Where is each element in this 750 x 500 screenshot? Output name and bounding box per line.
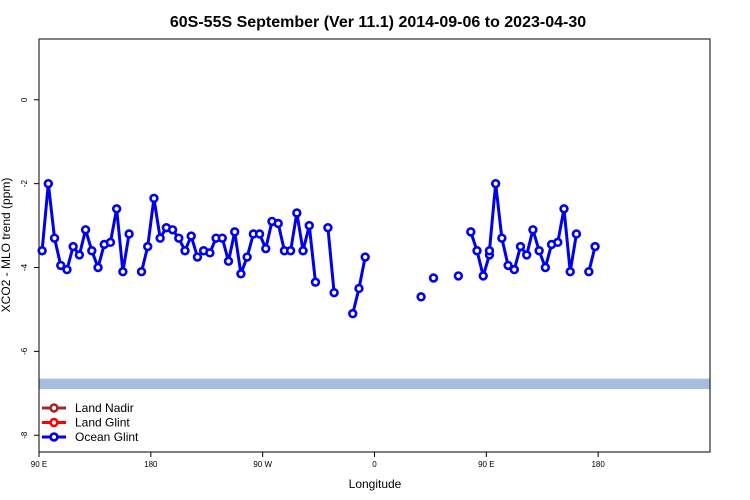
data-point [354,283,364,294]
x-tick-label: 180 [591,460,605,469]
plot-frame [38,38,711,453]
data-point [478,271,488,281]
data-point [360,252,370,262]
data-point [186,231,196,241]
data-point [205,248,215,258]
data-point [155,233,165,243]
data-point [466,227,476,237]
data-point [242,252,252,262]
legend-label: Land Nadir [75,401,134,415]
data-point [192,252,203,262]
legend-item: Land Nadir [42,401,134,415]
series-ocean-glint [37,178,600,319]
data-point [522,250,532,260]
data-point [553,237,563,248]
x-tick-label: 0 [372,460,377,469]
data-point [167,225,178,235]
data-point [484,246,495,256]
data-point [515,241,526,252]
legend-swatch-marker [49,417,59,428]
data-point [540,262,551,273]
legend-label: Land Glint [75,416,130,430]
data-point [584,267,594,277]
data-point [43,178,54,189]
data-point [261,243,271,254]
data-point [497,233,507,243]
data-point [174,233,184,243]
data-point [180,246,190,256]
data-point [68,241,78,252]
legend-swatch-marker [49,403,59,413]
chart-title: 60S-55S September (Ver 11.1) 2014-09-06 … [170,14,586,31]
data-point [503,260,513,271]
data-point [528,225,538,235]
data-point [453,271,464,281]
plot-area: 90 E 180 90 W 0 90 E 180 0 -2 -4 -6 -8 [20,38,711,469]
series-line [326,227,336,293]
data-point [304,220,314,231]
data-point [80,225,91,235]
series-line [469,231,491,278]
data-point [149,193,159,204]
data-point [285,246,296,256]
legend-item: Land Glint [42,416,130,430]
data-point [298,246,308,256]
x-tick-label: 90 W [253,460,272,469]
data-point [416,292,426,302]
data-point [428,273,439,283]
data-point [571,229,582,239]
data-point [348,308,358,319]
x-tick-label: 90 E [478,460,494,469]
data-point [105,237,116,248]
data-point [37,246,47,256]
data-point [254,229,265,239]
data-point [56,260,66,271]
data-point [559,204,569,214]
y-tick-label: -2 [20,180,29,188]
data-point [124,229,134,239]
data-point [74,250,85,260]
data-point [565,267,575,277]
x-tick-label: 180 [144,460,158,469]
data-point [490,178,501,189]
legend-item: Ocean Glint [42,430,139,444]
data-point [87,246,97,256]
data-point [534,246,544,256]
data-point [329,287,339,298]
y-tick-label: -4 [20,263,29,271]
data-point [590,241,600,252]
data-point [223,256,234,266]
data-point [111,204,122,214]
x-axis-label: Longitude [349,477,402,491]
data-point [230,227,240,237]
data-point [62,264,72,275]
x-tick-label: 90 E [31,460,47,469]
data-point [93,262,103,273]
data-point [310,277,321,287]
data-point [323,222,333,233]
data-point [509,264,519,275]
reference-band [39,378,710,390]
y-tick-label: -8 [20,431,29,439]
data-point [236,269,246,279]
legend-swatch-marker [49,432,59,442]
y-tick-label: -6 [20,347,29,355]
y-tick-label: 0 [20,97,29,102]
data-point [49,233,60,243]
data-point [143,241,153,252]
y-axis-label: XCO2 - MLO trend (ppm) [0,178,13,313]
data-point [217,233,227,243]
legend-label: Ocean Glint [75,430,139,444]
data-point [118,267,128,277]
data-point [472,246,482,256]
data-point [292,208,302,218]
data-point [273,218,283,229]
series-line [140,196,317,283]
data-point [136,267,147,277]
